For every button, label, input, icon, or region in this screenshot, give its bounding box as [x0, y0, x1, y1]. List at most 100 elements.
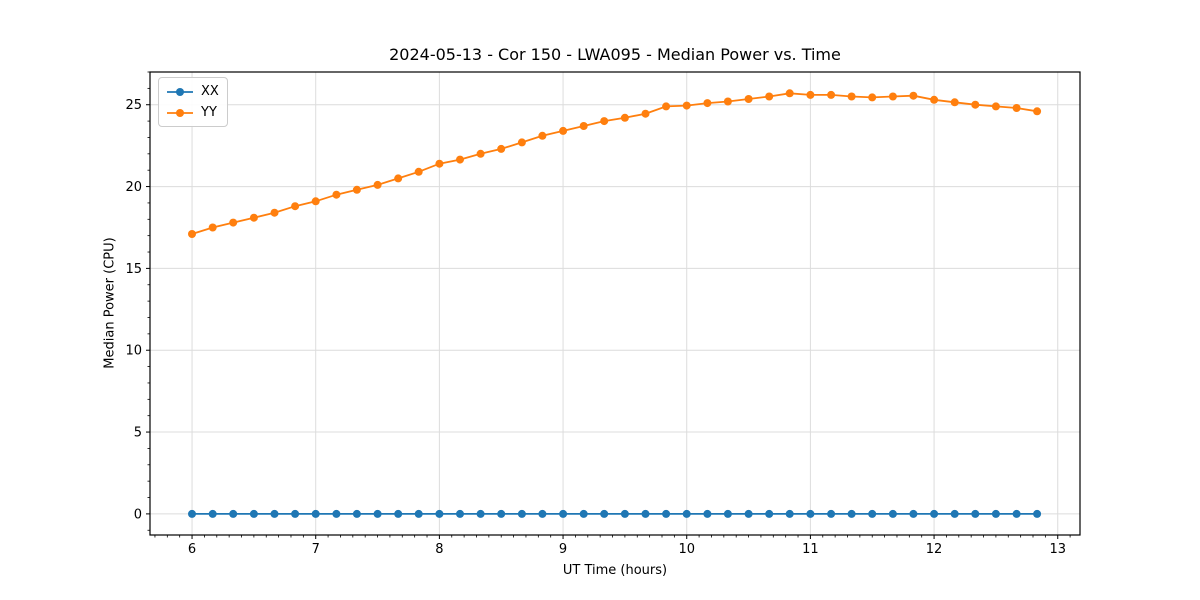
x-tick-label: 12 [926, 542, 943, 557]
data-point [847, 92, 856, 101]
data-point [682, 509, 691, 518]
x-tick-label: 11 [802, 542, 819, 557]
data-point [991, 102, 1000, 111]
data-point [559, 509, 568, 518]
data-point [229, 509, 238, 518]
data-point [785, 89, 794, 98]
data-point [1033, 509, 1042, 518]
data-point [352, 185, 361, 194]
data-point [579, 509, 588, 518]
x-tick-label: 9 [559, 542, 567, 557]
data-point [249, 213, 258, 222]
data-point [311, 509, 320, 518]
data-point [373, 180, 382, 189]
data-point [476, 509, 485, 518]
data-point [662, 509, 671, 518]
data-point [291, 202, 300, 211]
y-tick-label: 15 [125, 262, 142, 277]
data-point [868, 509, 877, 518]
data-point [827, 90, 836, 99]
data-point [888, 509, 897, 518]
data-point [208, 223, 217, 232]
legend-item-yy: YY [166, 102, 219, 123]
data-point [579, 122, 588, 130]
y-tick-label: 20 [125, 180, 142, 195]
data-point [208, 509, 217, 518]
data-point [765, 92, 774, 101]
data-point [703, 99, 712, 108]
data-point [414, 509, 423, 518]
legend-item-xx: XX [166, 81, 219, 102]
data-point [517, 138, 526, 147]
data-point [723, 509, 732, 518]
legend-label: YY [201, 105, 217, 120]
data-point [971, 509, 980, 518]
data-point [991, 509, 1000, 518]
data-point [456, 509, 464, 518]
data-point [456, 155, 464, 164]
data-point [909, 91, 918, 100]
x-axis-label: UT Time (hours) [562, 563, 668, 578]
data-point [744, 509, 753, 518]
data-point [270, 208, 279, 217]
x-tick-label: 10 [678, 542, 695, 557]
data-point [723, 97, 732, 106]
y-tick-label: 5 [134, 426, 142, 441]
data-point [270, 509, 279, 518]
data-point [827, 509, 836, 518]
data-point [641, 509, 650, 518]
data-point [600, 117, 609, 126]
data-point [476, 149, 485, 158]
data-point [868, 93, 877, 102]
data-point [703, 509, 712, 518]
data-point [332, 509, 341, 518]
y-axis-label: Median Power (CPU) [102, 237, 118, 369]
x-tick-label: 6 [188, 542, 196, 557]
data-point [538, 509, 547, 518]
data-point [332, 190, 341, 199]
minor-ticks [147, 71, 1071, 538]
data-point [229, 218, 238, 227]
series-line [191, 92, 1038, 235]
data-point [352, 509, 361, 518]
legend-marker-icon [167, 108, 193, 117]
grid [150, 72, 1080, 535]
data-point [291, 509, 300, 518]
data-point [497, 509, 506, 518]
x-tick-label: 7 [312, 542, 320, 557]
data-point [744, 95, 753, 103]
data-point [806, 90, 815, 99]
data-point [950, 509, 959, 518]
data-point [641, 109, 650, 118]
data-point [414, 167, 423, 176]
data-point [517, 509, 526, 518]
legend-marker-icon [167, 87, 193, 96]
data-point [373, 509, 382, 518]
major-ticks: 6 7 8 9 10 11 12 13 0 5 10 15 20 25 [125, 98, 1066, 557]
data-point [435, 159, 444, 168]
series-yy [188, 89, 1042, 238]
data-point [311, 197, 320, 206]
data-point [394, 509, 403, 518]
data-point [765, 509, 774, 518]
legend-label: XX [201, 84, 219, 99]
data-point [662, 102, 671, 111]
data-point [435, 509, 444, 518]
data-point [682, 101, 691, 110]
data-point [394, 174, 403, 183]
x-tick-label: 8 [435, 542, 443, 557]
x-tick-label: 13 [1049, 542, 1066, 557]
data-point [847, 509, 856, 518]
legend: XX YY [158, 77, 228, 127]
data-point [538, 131, 547, 140]
data-point [620, 509, 629, 518]
data-point [600, 509, 609, 518]
data-point [1012, 104, 1021, 112]
data-point [1033, 107, 1042, 116]
data-point [971, 100, 980, 109]
y-tick-label: 10 [125, 344, 142, 359]
data-point [188, 230, 196, 238]
data-point [497, 144, 506, 153]
